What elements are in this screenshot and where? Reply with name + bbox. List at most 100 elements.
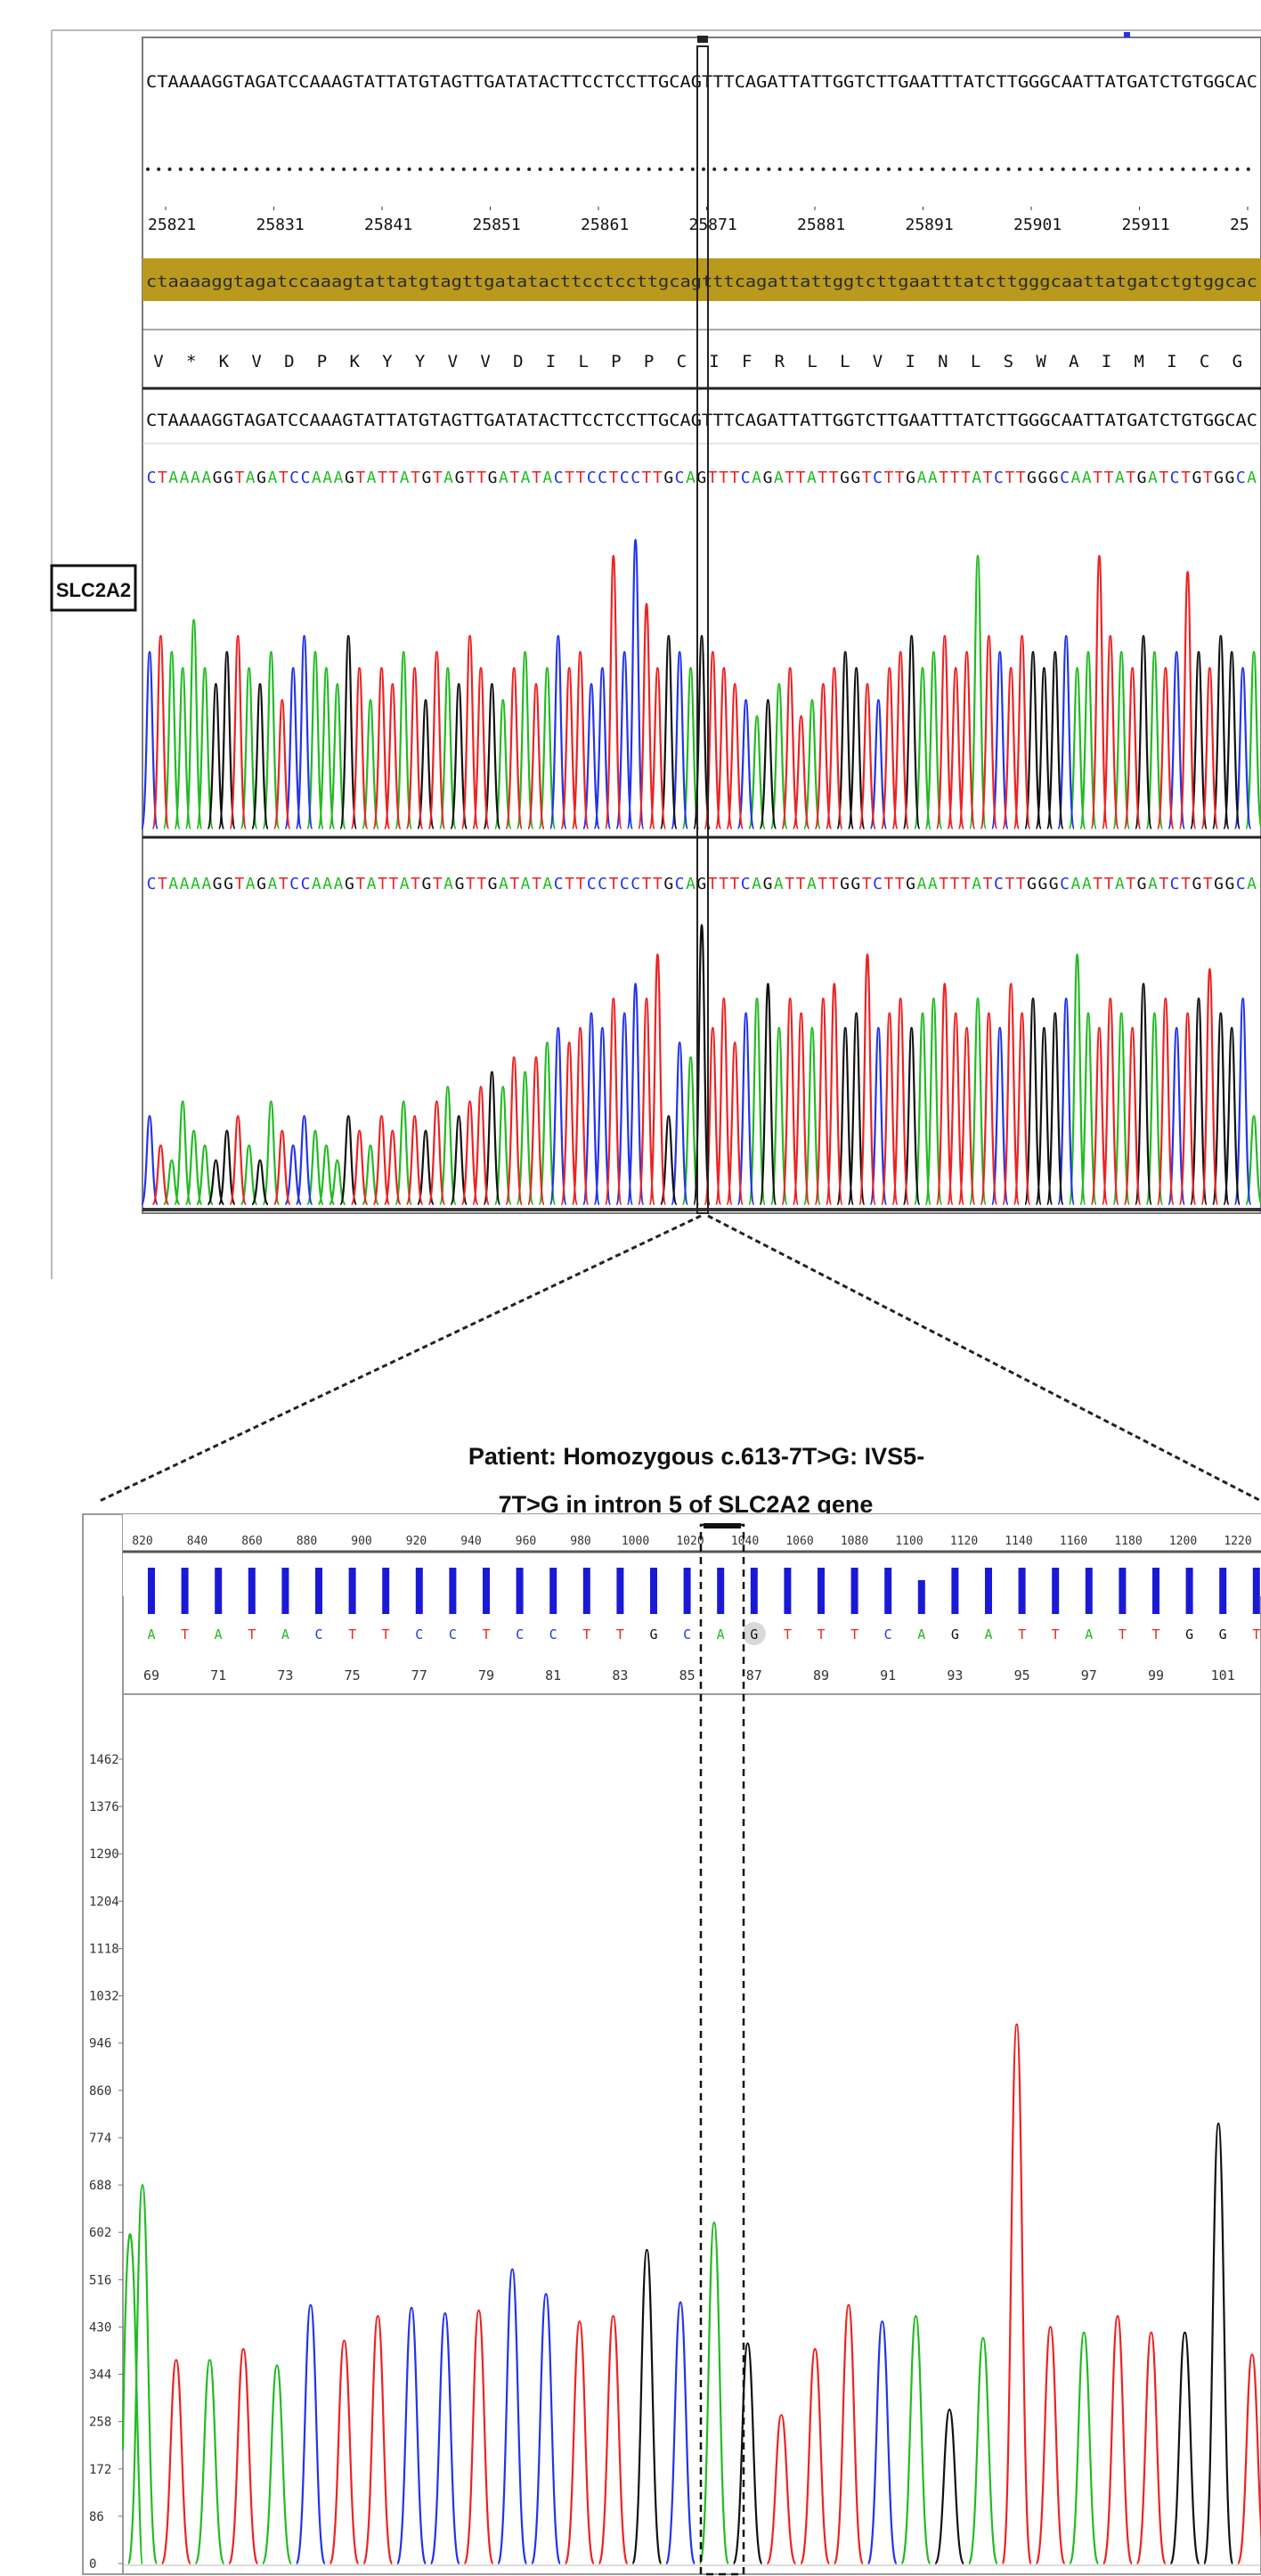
match-dot	[407, 167, 411, 171]
base-call: A	[542, 875, 552, 893]
match-dot	[777, 167, 782, 171]
amino-acid: L	[578, 352, 588, 371]
base-position: 95	[1014, 1667, 1030, 1683]
quality-bar	[315, 1568, 322, 1614]
match-dot	[985, 167, 989, 171]
base-call: T	[983, 469, 993, 487]
base-call: T	[1159, 469, 1168, 487]
amino-acid: Y	[415, 352, 426, 371]
base-call: C	[587, 875, 597, 893]
y-tick-label: 86	[89, 2510, 104, 2524]
quality-bar	[449, 1568, 457, 1614]
quality-bar	[917, 1580, 925, 1614]
base-call: T	[1005, 875, 1014, 893]
base-position: 91	[880, 1667, 896, 1683]
base-call: A	[917, 469, 927, 487]
base-call: A	[1070, 875, 1080, 893]
base-call: G	[1137, 875, 1147, 893]
match-dot	[342, 167, 346, 171]
base-call: A	[180, 469, 190, 487]
base-call: A	[774, 469, 784, 487]
base-position: 71	[210, 1667, 226, 1683]
base-call: T	[1203, 469, 1213, 487]
base-call: A	[774, 875, 784, 893]
base-call: T	[433, 875, 443, 893]
base-letter: T	[1018, 1626, 1026, 1643]
base-call: T	[785, 875, 794, 893]
base-call: G	[906, 469, 915, 487]
amino-acid: S	[1004, 352, 1013, 371]
match-dot	[538, 167, 542, 171]
quality-bar	[650, 1568, 657, 1614]
base-letter: A	[281, 1626, 289, 1643]
match-dot	[941, 167, 946, 171]
match-dot	[712, 167, 717, 171]
base-call: T	[829, 469, 839, 487]
base-call: T	[388, 875, 398, 893]
quality-bar	[1219, 1568, 1227, 1614]
zoom-connectors	[99, 1214, 1261, 1503]
amino-acid: L	[807, 352, 817, 371]
base-call: T	[829, 875, 839, 893]
base-call: A	[1247, 875, 1257, 893]
amino-acid: Y	[382, 352, 393, 371]
base-call: T	[378, 875, 387, 893]
match-dot	[320, 167, 324, 171]
match-dot	[517, 167, 520, 171]
zoomed-chromatogram-panel: 820 840 860 880 900 920 940 960 980 1000 1020 1040 1…	[82, 1513, 1261, 2576]
base-call: A	[334, 469, 344, 487]
match-dot	[473, 167, 477, 171]
amino-acid: D	[513, 352, 523, 371]
position-label: 25821	[148, 216, 196, 234]
base-call: A	[752, 875, 761, 893]
match-dot	[1224, 167, 1229, 171]
base-letter: T	[817, 1626, 825, 1643]
base-call: A	[367, 875, 377, 893]
base-call: T	[708, 469, 718, 487]
base-letter: C	[884, 1626, 892, 1643]
trace-c-signal	[140, 982, 1252, 1206]
match-dot	[494, 167, 499, 171]
base-call: T	[961, 469, 971, 487]
match-dot	[374, 167, 378, 171]
zoomed-trace	[121, 2023, 1261, 2566]
base-letter: A	[1085, 1626, 1093, 1643]
amino-acid: G	[1233, 352, 1242, 371]
match-dot	[1094, 167, 1098, 171]
y-axis-ticks: 1462137612901204111810329468607746886025…	[89, 1753, 123, 2572]
match-dot	[309, 167, 313, 171]
match-dot	[571, 167, 575, 171]
base-call: A	[972, 875, 981, 893]
scan-number: 1060	[785, 1535, 813, 1548]
base-call: G	[763, 469, 773, 487]
top-panel-frame	[142, 37, 1261, 1214]
match-dot	[288, 167, 292, 171]
trace-t-signal	[151, 953, 1219, 1206]
position-ruler: 25821 25831 25841 25851 25861 25871 25881 25891…	[148, 207, 1249, 234]
base-position: 81	[545, 1667, 561, 1683]
base-letter: C	[314, 1626, 322, 1643]
quality-bar	[415, 1568, 423, 1614]
base-call: A	[191, 875, 200, 893]
match-dot	[451, 167, 455, 171]
base-call: A	[1115, 469, 1125, 487]
match-dot	[1148, 167, 1152, 171]
base-letter: C	[415, 1626, 423, 1643]
base-call: T	[234, 469, 244, 487]
base-position: 93	[947, 1667, 963, 1683]
base-call: G	[345, 469, 354, 487]
variant-highlight-cap	[704, 1523, 741, 1528]
base-call: G	[256, 875, 266, 893]
position-label: 25	[1230, 216, 1249, 234]
base-call: C	[630, 875, 640, 893]
base-call: G	[1049, 875, 1059, 893]
base-call: C	[741, 469, 751, 487]
match-dot	[178, 167, 183, 171]
quality-bar	[750, 1568, 758, 1614]
base-call: G	[1037, 875, 1047, 893]
quality-bar	[248, 1568, 256, 1614]
base-call: G	[696, 469, 706, 487]
